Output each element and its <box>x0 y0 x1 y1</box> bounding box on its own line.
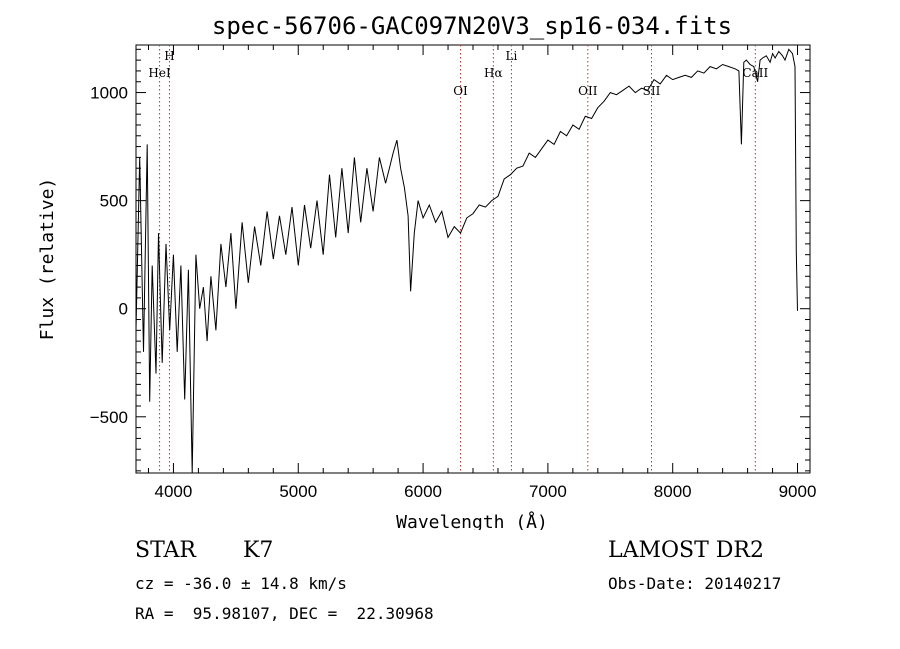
y-tick-label: 500 <box>100 192 128 211</box>
redshift-velocity: cz = -36.0 ± 14.8 km/s <box>135 574 347 593</box>
y-tick-label: 0 <box>119 300 128 319</box>
spectrum-chart: spec-56706-GAC097N20V3_sp16-034.fits HeI… <box>37 12 817 530</box>
chart-title: spec-56706-GAC097N20V3_sp16-034.fits <box>212 12 732 40</box>
spectral-line-label: Li <box>506 49 518 63</box>
y-axis-label: Flux (relative) <box>37 178 58 341</box>
object-type: STAR <box>135 538 196 563</box>
x-tick-label: 6000 <box>404 482 442 501</box>
y-tick-label: 1000 <box>90 84 128 103</box>
spectral-line-label: OI <box>453 84 468 98</box>
spectral-line-label: SII <box>643 84 661 98</box>
x-tick-label: 8000 <box>654 482 692 501</box>
survey-name: LAMOST DR2 <box>608 538 764 563</box>
spectral-line-label: Hα <box>484 66 503 80</box>
x-tick-label: 7000 <box>529 482 567 501</box>
spectrum-line <box>135 48 798 474</box>
y-tick-label: −500 <box>90 408 128 427</box>
plot-frame <box>135 44 811 474</box>
axes <box>135 44 811 474</box>
spectral-line-label: HeI <box>148 66 171 80</box>
coordinates: RA = 95.98107, DEC = 22.30968 <box>135 604 434 623</box>
spectral-line-label: H <box>164 49 174 63</box>
x-tick-label: 4000 <box>155 482 193 501</box>
x-tick-label: 9000 <box>779 482 817 501</box>
object-subclass: K7 <box>243 538 274 563</box>
spectral-line-label: OII <box>578 84 598 98</box>
observation-date: Obs-Date: 20140217 <box>608 574 782 593</box>
tick-labels: 4000 5000 6000 7000 8000 9000 −500 0 500 1000 <box>90 84 817 501</box>
x-axis-label: Wavelength (Å) <box>396 511 548 530</box>
x-tick-label: 5000 <box>279 482 317 501</box>
